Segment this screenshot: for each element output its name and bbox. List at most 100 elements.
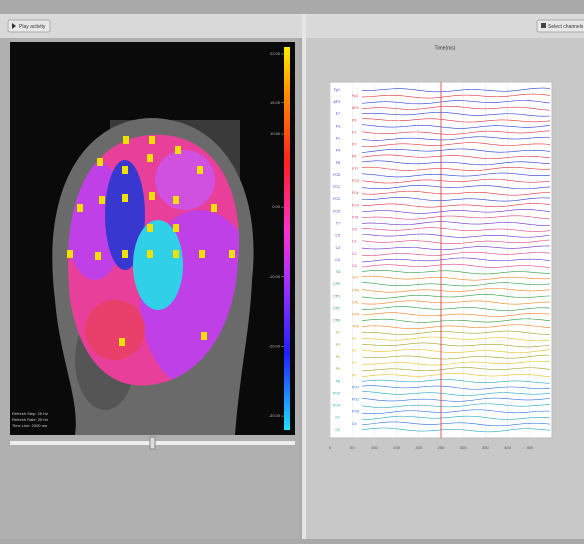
slider-thumb[interactable] bbox=[149, 436, 156, 450]
colorbar-label: 22.00 bbox=[270, 51, 281, 56]
electrode bbox=[173, 250, 179, 258]
channel-label: FT8 bbox=[352, 215, 358, 219]
channel-label: PO4 bbox=[333, 404, 340, 408]
status-text: Time Line: 2000 ms bbox=[12, 423, 47, 428]
electrode bbox=[211, 204, 217, 212]
channel-label: FC4 bbox=[352, 203, 359, 207]
eeg-trace bbox=[361, 312, 551, 317]
select-label[interactable]: Select channels bbox=[548, 24, 584, 30]
splitter bbox=[302, 14, 306, 539]
channel-label: CP3 bbox=[352, 288, 359, 292]
eeg-trace bbox=[361, 367, 551, 372]
colorbar-label: -20.00 bbox=[269, 343, 281, 348]
eeg-trace bbox=[361, 233, 551, 238]
eeg-trace bbox=[361, 221, 551, 226]
eeg-trace bbox=[361, 112, 551, 117]
eeg-trace bbox=[361, 251, 551, 256]
channel-label: TP8 bbox=[352, 325, 359, 329]
channel-label: O2 bbox=[335, 428, 340, 432]
eeg-trace bbox=[361, 172, 551, 178]
channel-label: FC2 bbox=[333, 197, 340, 201]
electrode bbox=[77, 204, 83, 212]
channel-label: F6 bbox=[352, 155, 356, 159]
electrode bbox=[122, 250, 128, 258]
electrode bbox=[97, 158, 103, 166]
eeg-trace bbox=[361, 379, 551, 384]
x-tick-label: 50 bbox=[350, 445, 355, 450]
eeg-trace bbox=[361, 330, 551, 335]
region bbox=[133, 220, 183, 310]
eeg-trace bbox=[361, 403, 551, 408]
eeg-trace bbox=[361, 227, 551, 232]
eeg-trace bbox=[361, 397, 551, 402]
colorbar-label: 15.00 bbox=[270, 100, 281, 105]
eeg-trace bbox=[361, 373, 551, 378]
channel-label: Cz bbox=[336, 246, 341, 250]
channel-label: C3 bbox=[335, 234, 340, 238]
channel-label: FC1 bbox=[333, 185, 340, 189]
channel-label: O1 bbox=[335, 416, 340, 420]
channel-label: F4 bbox=[336, 149, 340, 153]
eeg-trace bbox=[361, 275, 551, 281]
channel-label: P4 bbox=[336, 367, 340, 371]
channel-label: Pz bbox=[336, 355, 340, 359]
electrode bbox=[175, 146, 181, 154]
eeg-trace bbox=[361, 190, 551, 196]
channel-label: FC5 bbox=[333, 173, 340, 177]
play-icon bbox=[12, 23, 16, 29]
colorbar-label: 0.00 bbox=[272, 204, 281, 209]
select-button[interactable]: Select channels bbox=[536, 19, 584, 33]
region bbox=[85, 300, 145, 360]
eeg-trace bbox=[361, 409, 551, 415]
channel-label: P6 bbox=[352, 373, 356, 377]
electrodes bbox=[67, 136, 235, 346]
channel-label: Fz bbox=[336, 137, 340, 141]
play-button[interactable]: Play activity bbox=[7, 19, 51, 33]
electrode bbox=[99, 196, 105, 204]
play-label[interactable]: Play activity bbox=[19, 24, 46, 30]
eeg-trace bbox=[361, 318, 551, 323]
eeg-trace bbox=[361, 282, 551, 287]
channel-label: CP5 bbox=[333, 282, 340, 286]
channel-label: C6 bbox=[352, 264, 357, 268]
channel-label: C5 bbox=[352, 228, 357, 232]
channel-label: P8 bbox=[336, 379, 340, 383]
channel-label: P1 bbox=[352, 349, 356, 353]
channel-label: F3 bbox=[336, 124, 340, 128]
channel-label: PO3 bbox=[333, 391, 340, 395]
channel-label: C1 bbox=[352, 240, 357, 244]
channel-label: P3 bbox=[336, 343, 340, 347]
channel-label: FCz bbox=[352, 191, 359, 195]
electrode bbox=[95, 252, 101, 260]
eeg-trace bbox=[361, 160, 551, 166]
eeg-trace bbox=[361, 300, 551, 305]
eeg-trace bbox=[361, 239, 551, 245]
eeg-trace bbox=[361, 269, 551, 275]
colorbar bbox=[284, 47, 290, 430]
x-tick-label: 100 bbox=[371, 445, 378, 450]
channel-label: Fp1 bbox=[334, 88, 340, 92]
eeg-trace bbox=[361, 185, 551, 190]
electrode bbox=[199, 250, 205, 258]
eeg-trace bbox=[361, 130, 551, 135]
eeg-trace bbox=[361, 124, 551, 129]
channel-label: F5 bbox=[352, 118, 356, 122]
eeg-trace bbox=[361, 197, 551, 202]
channel-label: C4 bbox=[335, 258, 340, 262]
eeg-trace bbox=[361, 100, 551, 105]
eeg-trace bbox=[361, 87, 551, 93]
eeg-trace bbox=[361, 349, 551, 353]
x-tick-label: 200 bbox=[415, 445, 422, 450]
select-button-bg[interactable] bbox=[536, 19, 584, 33]
eeg-trace bbox=[361, 391, 551, 396]
play-button-bg[interactable] bbox=[7, 19, 51, 33]
colorbar-label: 10.50 bbox=[270, 131, 281, 136]
eeg-trace bbox=[362, 336, 551, 342]
channel-label: F1 bbox=[352, 130, 356, 134]
channel-label: P5 bbox=[352, 337, 356, 341]
status-text: Refresh Step: 25 Hz bbox=[12, 411, 48, 416]
channel-label: POz bbox=[352, 398, 359, 402]
channel-label: Oz bbox=[352, 422, 357, 426]
electrode bbox=[67, 250, 73, 258]
